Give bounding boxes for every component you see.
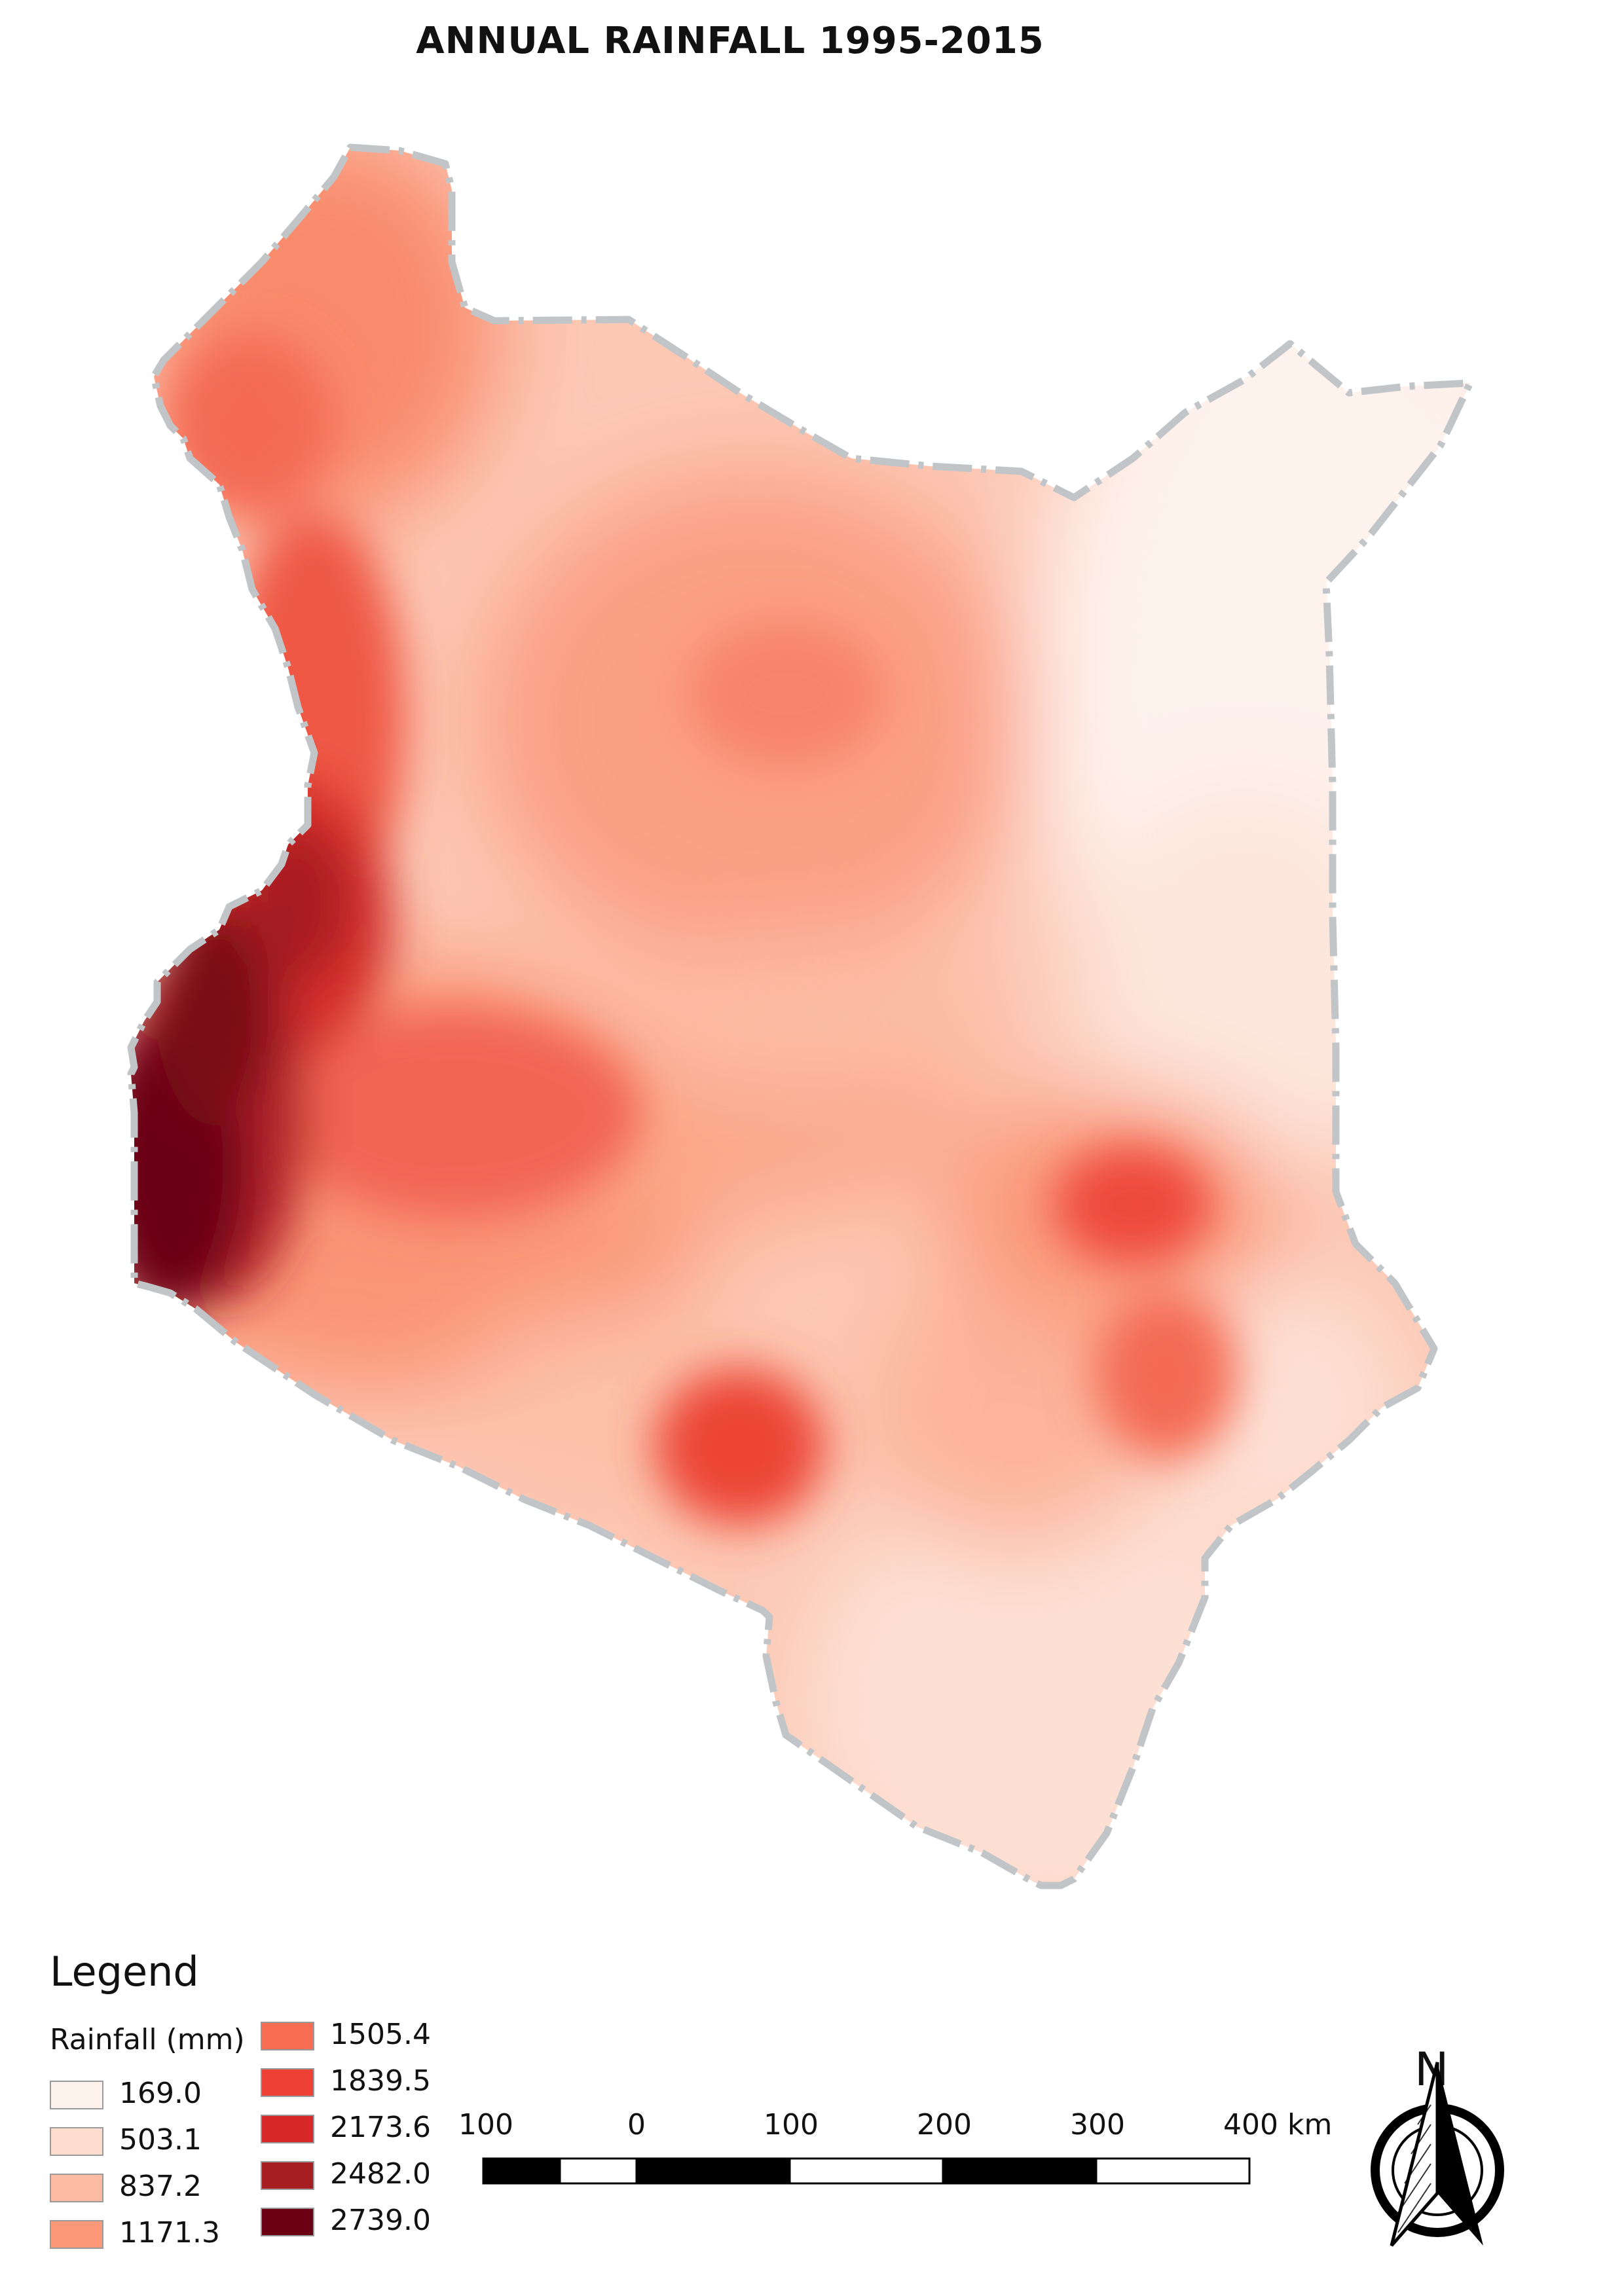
scale-label: 100 bbox=[458, 2108, 513, 2141]
legend-label: 1839.5 bbox=[330, 2064, 431, 2098]
legend-label: 2173.6 bbox=[330, 2111, 431, 2144]
rainfall-raster bbox=[131, 147, 1470, 1886]
legend-title: Legend bbox=[50, 1948, 199, 1995]
legend-label: 2482.0 bbox=[330, 2157, 431, 2191]
scale-label: 400 km bbox=[1223, 2108, 1333, 2141]
legend-swatch-1505 bbox=[261, 2022, 314, 2050]
legend-swatch-1839 bbox=[261, 2068, 314, 2097]
map-title: ANNUAL RAINFALL 1995-2015 bbox=[416, 20, 1044, 62]
north-arrow-icon bbox=[1371, 2062, 1504, 2247]
legend-swatch-2739 bbox=[261, 2208, 314, 2236]
legend-swatch-1171 bbox=[50, 2220, 103, 2249]
legend-swatch-503 bbox=[50, 2127, 103, 2156]
legend-label: 2739.0 bbox=[330, 2204, 431, 2237]
legend-label: 1505.4 bbox=[330, 2018, 431, 2051]
scale-label: 100 bbox=[764, 2108, 819, 2141]
legend-swatch-2173 bbox=[261, 2115, 314, 2143]
scale-label: 200 bbox=[917, 2108, 972, 2141]
scale-label: 300 bbox=[1070, 2108, 1125, 2141]
legend-label: 169.0 bbox=[119, 2077, 202, 2110]
legend-swatch-837 bbox=[50, 2174, 103, 2202]
scale-label: 0 bbox=[627, 2108, 646, 2141]
legend-label: 503.1 bbox=[119, 2123, 202, 2157]
legend-swatch-169 bbox=[50, 2081, 103, 2109]
legend-label: 1171.3 bbox=[119, 2216, 220, 2250]
legend-label: 837.2 bbox=[119, 2170, 202, 2203]
legend-swatch-2482 bbox=[261, 2161, 314, 2190]
legend-subtitle: Rainfall (mm) bbox=[50, 2023, 245, 2056]
